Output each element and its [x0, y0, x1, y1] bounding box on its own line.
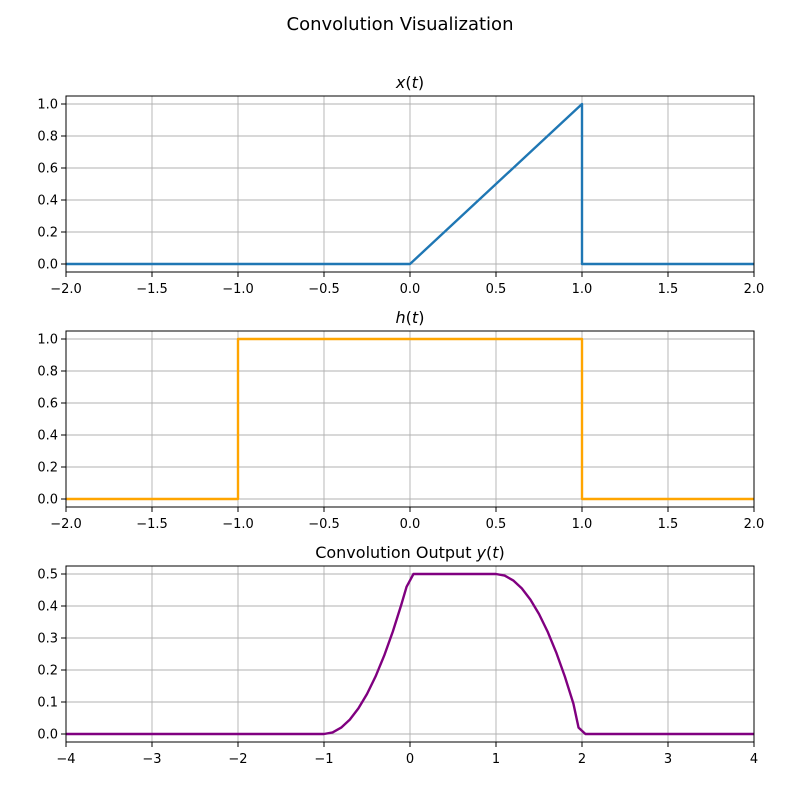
y-tick-label: 0.2: [37, 664, 58, 679]
subplot-3: −4 −3 −2 −1 0 1 2 3 4 0.0 0.1 0.2 0.3 0.4 0.5 Convoluti…: [37, 543, 758, 767]
grid: [65, 566, 755, 742]
axes-title: h(t): [396, 308, 425, 327]
axes-title-part: x: [395, 73, 406, 92]
y-tick-label: 0.8: [37, 365, 58, 380]
y-tick-label: 0.8: [37, 130, 58, 145]
y-tick-label: 0.4: [37, 194, 58, 209]
y-tick-label: 0.1: [37, 696, 58, 711]
series-line-1: [66, 337, 754, 501]
x-tick-label: 0.0: [400, 282, 421, 297]
x-tick-label: 3: [664, 752, 672, 767]
grid: [65, 331, 755, 507]
x-tick-label: −1.5: [136, 517, 168, 532]
x-tick-label: −1.0: [222, 282, 254, 297]
x-tick-label: −1.5: [136, 282, 168, 297]
x-tick-label: −0.5: [308, 517, 340, 532]
y-tick-label: 0.0: [37, 493, 58, 508]
x-tick-label: 0.0: [400, 517, 421, 532]
x-tick-label: 2.0: [744, 517, 765, 532]
x-tick-label: 1.5: [658, 517, 679, 532]
axes-title-part: t: [492, 543, 499, 562]
axes-title-part: ): [418, 308, 424, 327]
x-tick-label: −1: [314, 752, 333, 767]
axes-title-part: h: [396, 308, 406, 327]
x-tick-label: −0.5: [308, 282, 340, 297]
x-tick-label: 1: [492, 752, 500, 767]
x-tick-label: −2: [228, 752, 247, 767]
y-tick-label: 0.6: [37, 162, 58, 177]
x-tick-label: 2: [578, 752, 586, 767]
y-tick-label: 1.0: [37, 333, 58, 348]
grid: [65, 96, 755, 272]
axes-title-part: (: [486, 543, 492, 562]
x-tick-label: −1.0: [222, 517, 254, 532]
x-tick-label: −3: [142, 752, 161, 767]
y-tick-label: 0.4: [37, 429, 58, 444]
x-tick-label: −2.0: [50, 282, 82, 297]
axes-title-part: ): [418, 73, 424, 92]
figure-title: Convolution Visualization: [287, 14, 514, 35]
subplots: −2.0 −1.5 −1.0 −0.5 0.0 0.5 1.0 1.5 2.0 0.0 0.2 0.4…: [37, 73, 764, 767]
subplot-1: −2.0 −1.5 −1.0 −0.5 0.0 0.5 1.0 1.5 2.0 0.0 0.2 0.4…: [37, 73, 764, 297]
x-tick-label: 0.5: [486, 282, 507, 297]
x-tick-label: 0.5: [486, 517, 507, 532]
axes-title-part: t: [412, 73, 419, 92]
y-tick-label: 0.3: [37, 632, 58, 647]
axes-title-part: (: [405, 73, 411, 92]
x-tick-label: −4: [56, 752, 75, 767]
y-tick-label: 0.2: [37, 461, 58, 476]
axes-title-part: (: [406, 308, 412, 327]
subplot-2: −2.0 −1.5 −1.0 −0.5 0.0 0.5 1.0 1.5 2.0 0.0 0.2 0.4…: [37, 308, 764, 532]
axes-title: x(t): [395, 73, 424, 92]
axes-title-part: Convolution Output: [315, 543, 476, 562]
x-tick-label: 1.0: [572, 517, 593, 532]
y-tick-label: 0.0: [37, 258, 58, 273]
y-tick-label: 0.2: [37, 226, 58, 241]
x-tick-label: −2.0: [50, 517, 82, 532]
y-tick-label: 1.0: [37, 98, 58, 113]
axes-title-part: t: [412, 308, 419, 327]
y-tick-label: 0.4: [37, 600, 58, 615]
series-line-1: [66, 102, 754, 266]
x-tick-label: 1.5: [658, 282, 679, 297]
y-tick-label: 0.5: [37, 568, 58, 583]
x-tick-label: 2.0: [744, 282, 765, 297]
y-tick-label: 0.6: [37, 397, 58, 412]
axes-title: Convolution Output y(t): [315, 543, 505, 562]
y-tick-label: 0.0: [37, 728, 58, 743]
axes-title-part: y: [476, 543, 487, 562]
axes-title-part: ): [499, 543, 505, 562]
x-tick-label: 1.0: [572, 282, 593, 297]
x-tick-label: 4: [750, 752, 758, 767]
series-line-1: [66, 572, 754, 736]
x-tick-label: 0: [406, 752, 414, 767]
